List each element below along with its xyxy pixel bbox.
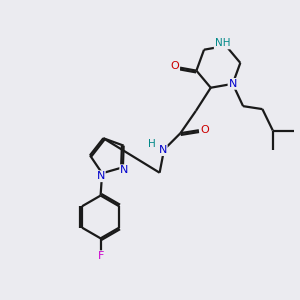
Text: H: H	[148, 139, 155, 148]
Text: N: N	[229, 79, 237, 89]
Text: O: O	[200, 125, 209, 135]
Text: NH: NH	[215, 38, 230, 49]
Text: N: N	[96, 171, 105, 181]
Text: N: N	[158, 145, 167, 155]
Text: N: N	[120, 165, 129, 175]
Text: O: O	[170, 61, 179, 71]
Text: F: F	[98, 251, 104, 261]
